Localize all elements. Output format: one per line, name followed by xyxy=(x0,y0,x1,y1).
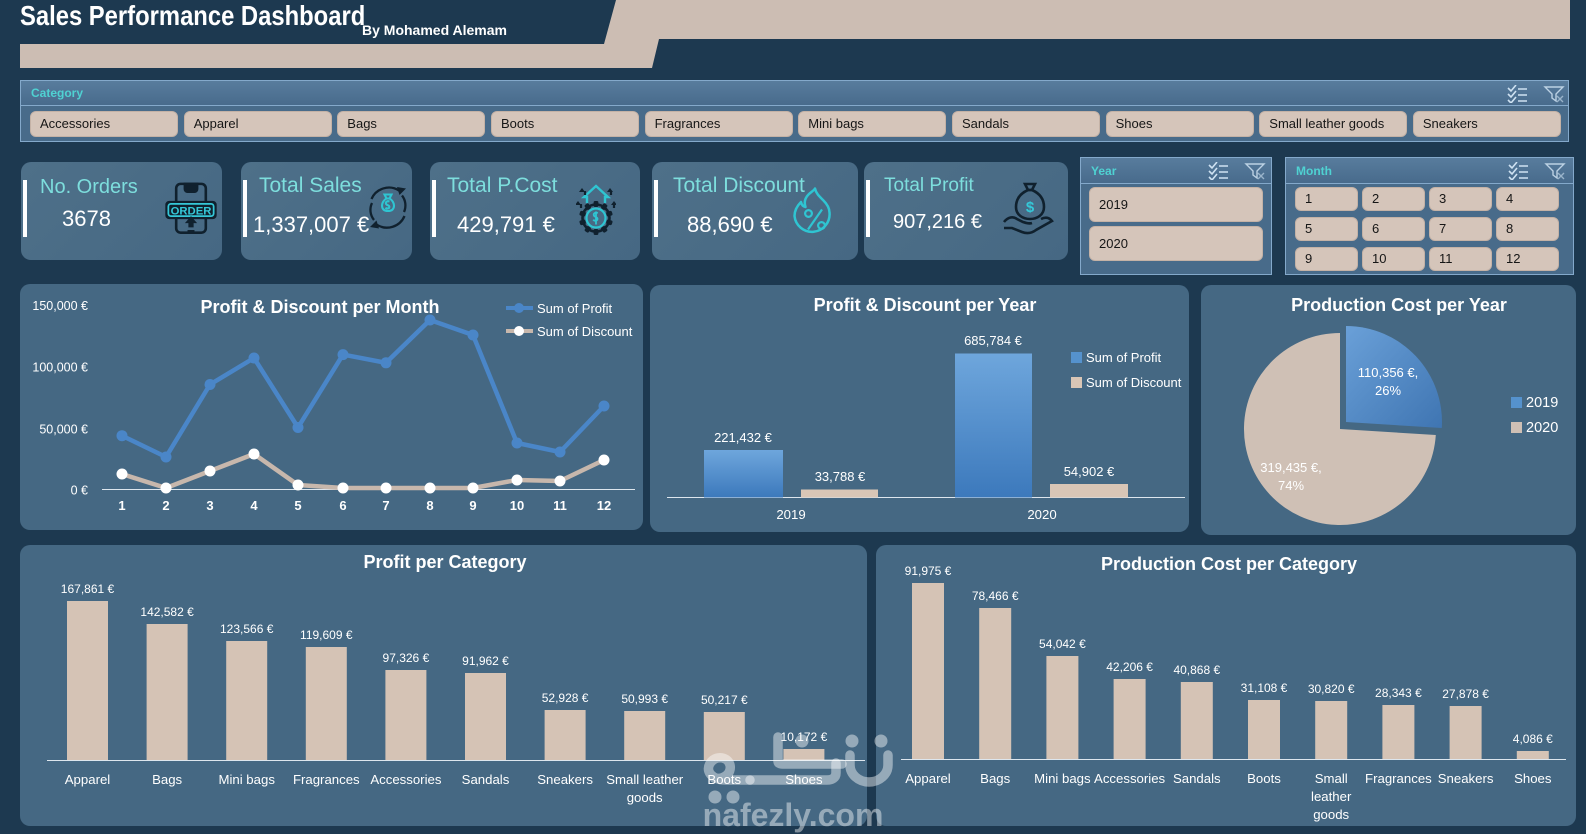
svg-text:10,172 €: 10,172 € xyxy=(781,730,828,744)
svg-text:Bags: Bags xyxy=(152,772,182,787)
svg-text:Mini bags: Mini bags xyxy=(1034,771,1091,786)
svg-text:Small leather: Small leather xyxy=(606,772,684,787)
svg-text:52,928 €: 52,928 € xyxy=(542,691,589,705)
svg-text:Bags: Bags xyxy=(980,771,1010,786)
svg-text:91,975 €: 91,975 € xyxy=(905,564,952,578)
svg-text:Profit & Discount per Year: Profit & Discount per Year xyxy=(814,295,1037,315)
svg-text:goods: goods xyxy=(1313,807,1349,822)
svg-text:78,466 €: 78,466 € xyxy=(972,589,1019,603)
svg-text:Accessories: Accessories xyxy=(370,772,441,787)
svg-text:Small: Small xyxy=(1315,771,1348,786)
svg-text:Sandals: Sandals xyxy=(1173,771,1221,786)
svg-text:Fragrances: Fragrances xyxy=(293,772,360,787)
svg-text:319,435 €,: 319,435 €, xyxy=(1260,460,1321,475)
svg-text:Shoes: Shoes xyxy=(785,772,823,787)
svg-text:6: 6 xyxy=(339,498,346,513)
svg-text:4: 4 xyxy=(250,498,258,513)
svg-text:Boots: Boots xyxy=(1247,771,1281,786)
svg-text:Shoes: Shoes xyxy=(1514,771,1552,786)
svg-text:1: 1 xyxy=(118,498,125,513)
svg-text:Profit per Category: Profit per Category xyxy=(363,552,526,572)
svg-text:leather: leather xyxy=(1311,789,1352,804)
svg-text:Boots: Boots xyxy=(707,772,741,787)
svg-text:50,993 €: 50,993 € xyxy=(621,692,668,706)
svg-text:8: 8 xyxy=(426,498,433,513)
svg-text:Fragrances: Fragrances xyxy=(1365,771,1432,786)
svg-text:Sum of Profit: Sum of Profit xyxy=(1086,350,1162,365)
svg-text:goods: goods xyxy=(627,790,663,805)
svg-text:31,108 €: 31,108 € xyxy=(1241,681,1288,695)
svg-text:40,868 €: 40,868 € xyxy=(1173,663,1220,677)
svg-text:50,217 €: 50,217 € xyxy=(701,693,748,707)
svg-text:74%: 74% xyxy=(1278,478,1304,493)
svg-text:$: $ xyxy=(1026,199,1035,216)
svg-text:Production Cost per Year: Production Cost per Year xyxy=(1291,295,1507,315)
svg-text:ORDER: ORDER xyxy=(171,205,212,217)
svg-text:2020: 2020 xyxy=(1526,420,1558,436)
svg-text:42,206 €: 42,206 € xyxy=(1106,660,1153,674)
svg-text:167,861 €: 167,861 € xyxy=(61,582,115,596)
svg-text:Apparel: Apparel xyxy=(905,771,951,786)
svg-text:119,609 €: 119,609 € xyxy=(300,628,353,642)
svg-text:110,356 €,: 110,356 €, xyxy=(1358,365,1418,380)
svg-text:Sneakers: Sneakers xyxy=(1438,771,1494,786)
svg-text:26%: 26% xyxy=(1375,383,1401,398)
svg-text:Production Cost per Category: Production Cost per Category xyxy=(1101,554,1357,574)
svg-text:97,326 €: 97,326 € xyxy=(383,651,430,665)
svg-text:Sum of Profit: Sum of Profit xyxy=(537,301,613,316)
svg-text:54,902 €: 54,902 € xyxy=(1064,464,1115,479)
svg-text:28,343 €: 28,343 € xyxy=(1375,686,1422,700)
svg-text:91,962 €: 91,962 € xyxy=(462,654,509,668)
svg-text:100,000 €: 100,000 € xyxy=(32,361,88,375)
svg-text:685,784 €: 685,784 € xyxy=(964,333,1023,348)
svg-text:10: 10 xyxy=(510,498,524,513)
svg-text:Sum of Discount: Sum of Discount xyxy=(537,324,633,339)
svg-text:7: 7 xyxy=(382,498,389,513)
svg-text:5: 5 xyxy=(294,498,301,513)
svg-text:27,878 €: 27,878 € xyxy=(1442,687,1489,701)
svg-text:123,566 €: 123,566 € xyxy=(220,622,274,636)
svg-text:221,432 €: 221,432 € xyxy=(714,430,773,445)
svg-text:2020: 2020 xyxy=(1027,507,1056,522)
svg-text:Mini bags: Mini bags xyxy=(218,772,275,787)
svg-text:12: 12 xyxy=(597,498,611,513)
svg-text:9: 9 xyxy=(469,498,476,513)
svg-text:2: 2 xyxy=(162,498,169,513)
svg-text:0 €: 0 € xyxy=(71,484,88,498)
svg-text:11: 11 xyxy=(553,498,567,513)
svg-text:3: 3 xyxy=(206,498,213,513)
svg-text:54,042 €: 54,042 € xyxy=(1039,637,1086,651)
svg-text:Sandals: Sandals xyxy=(462,772,510,787)
svg-text:Sum of Discount: Sum of Discount xyxy=(1086,375,1182,390)
svg-text:33,788 €: 33,788 € xyxy=(815,469,866,484)
svg-text:142,582 €: 142,582 € xyxy=(140,605,194,619)
svg-text:2019: 2019 xyxy=(1526,395,1558,411)
svg-text:Accessories: Accessories xyxy=(1094,771,1165,786)
svg-text:Profit & Discount per Month: Profit & Discount per Month xyxy=(201,297,440,317)
svg-text:30,820 €: 30,820 € xyxy=(1308,682,1355,696)
svg-text:50,000 €: 50,000 € xyxy=(39,423,88,437)
svg-text:Sneakers: Sneakers xyxy=(537,772,593,787)
svg-text:nafezly.com: nafezly.com xyxy=(703,797,884,833)
svg-text:2019: 2019 xyxy=(776,507,805,522)
svg-text:150,000 €: 150,000 € xyxy=(32,299,88,313)
svg-text:4,086 €: 4,086 € xyxy=(1513,732,1553,746)
svg-text:Apparel: Apparel xyxy=(65,772,111,787)
